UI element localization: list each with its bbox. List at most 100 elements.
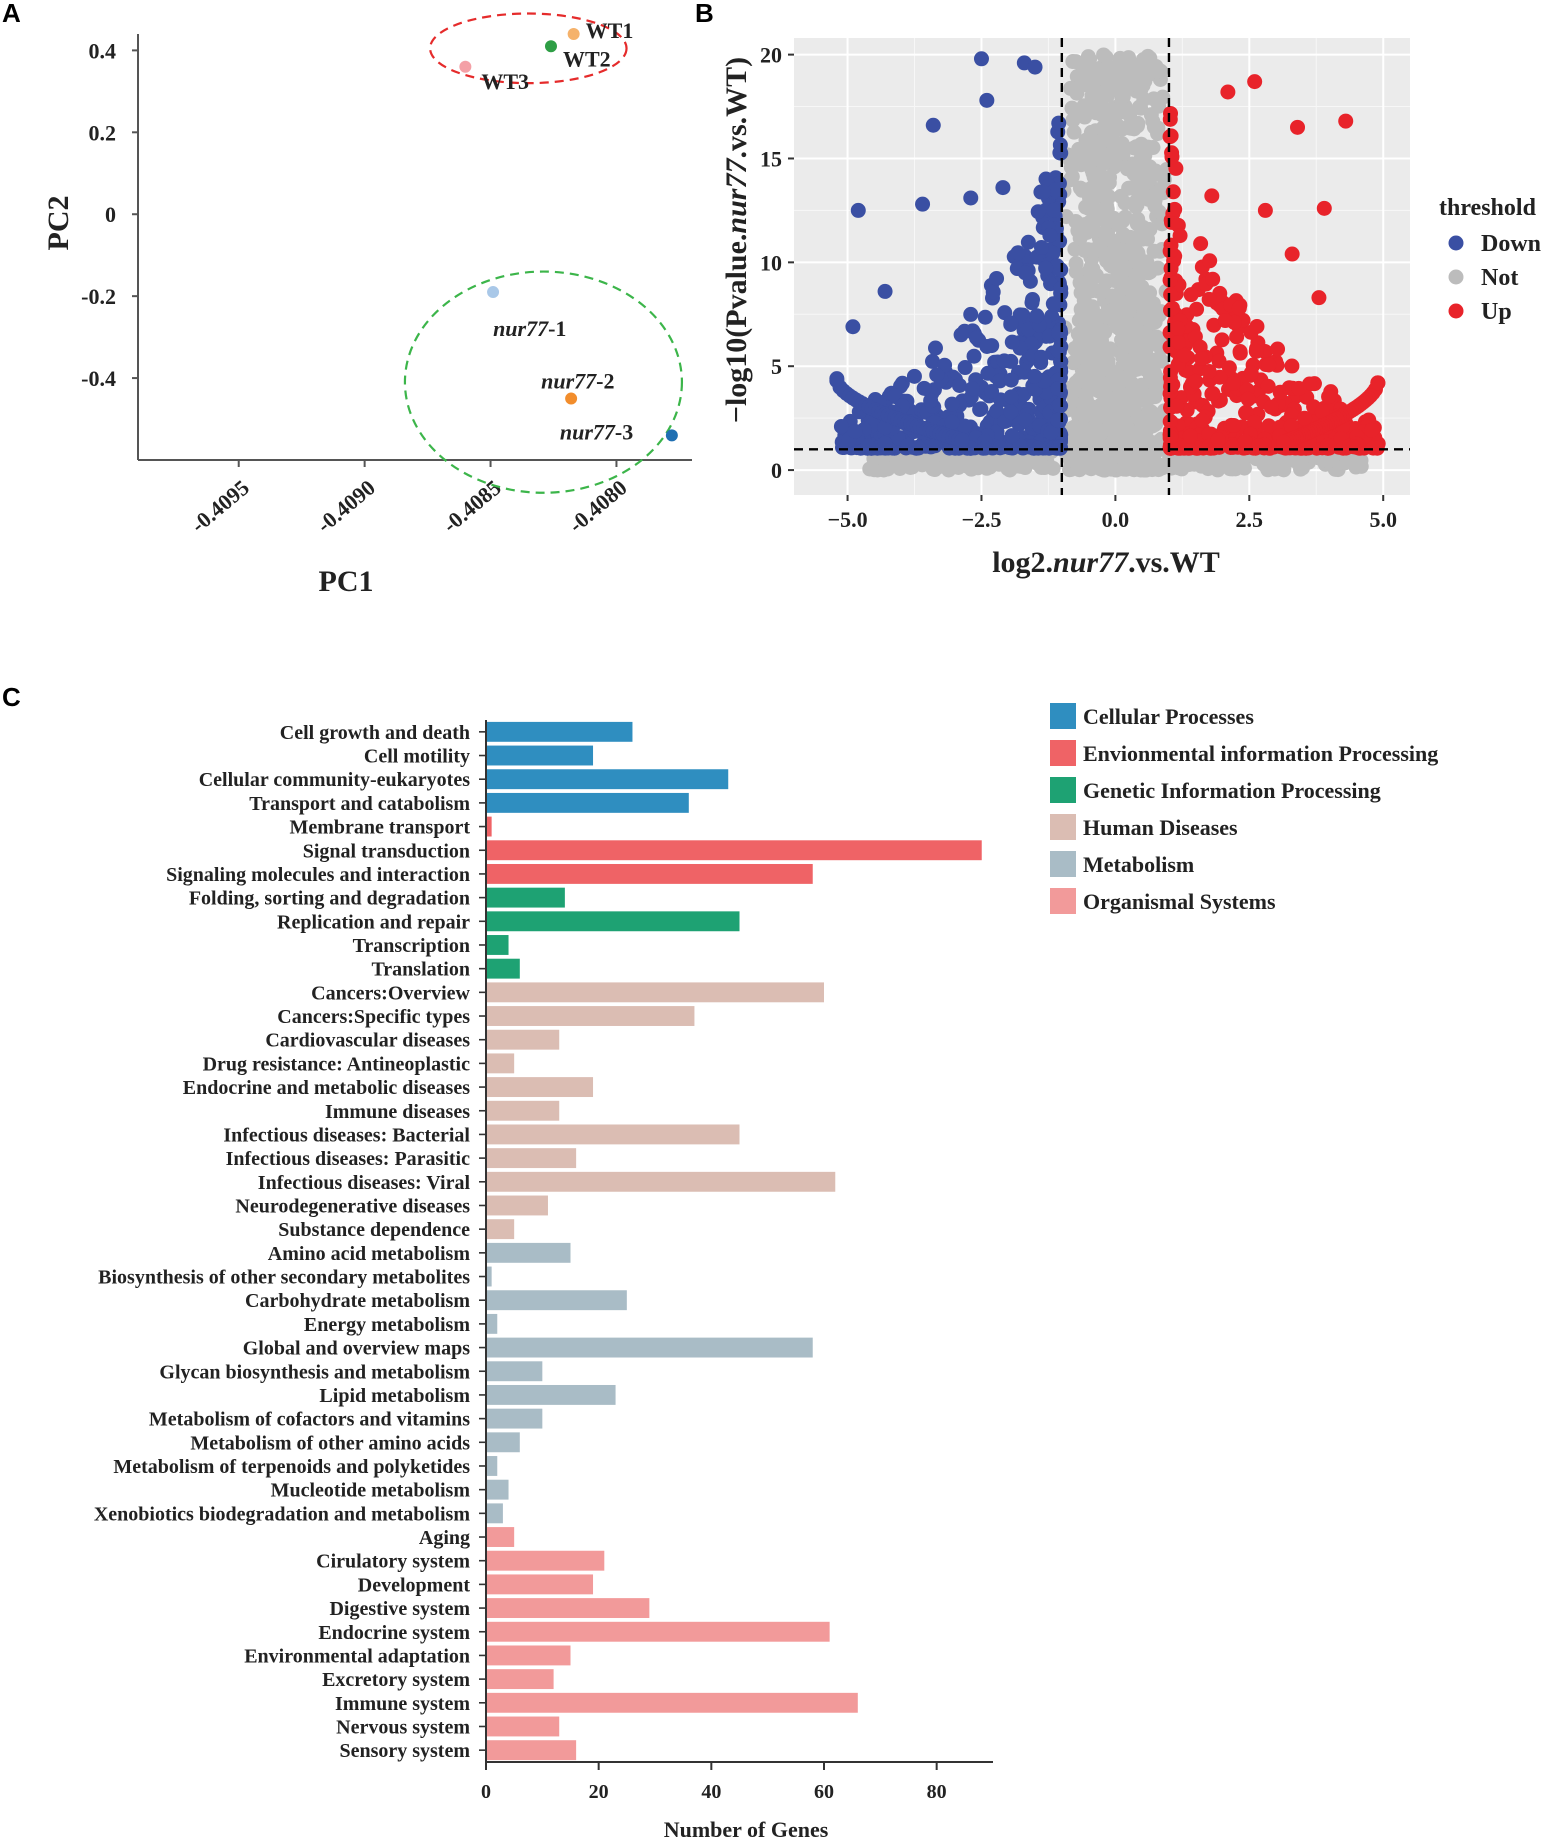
volcano-point-down <box>1003 389 1019 405</box>
kegg-legend-swatch <box>1050 777 1076 803</box>
kegg-legend-label: Organismal Systems <box>1083 889 1276 914</box>
pca-points: WT1 WT2 WT3 nur77-1 nur77-2 nur77-3 <box>459 18 678 444</box>
kegg-bar <box>486 1100 560 1121</box>
volcano-point-down <box>963 306 979 322</box>
kegg-bar <box>486 982 824 1003</box>
volcano-point-down <box>1004 334 1020 350</box>
volcano-point-up <box>1322 439 1338 455</box>
volcano-point-not <box>1122 293 1138 309</box>
volcano-point-not <box>1145 362 1161 378</box>
volcano-y-tick-label: 0 <box>771 458 782 483</box>
kegg-bar <box>486 1219 515 1240</box>
volcano-point-down <box>1042 227 1058 243</box>
volcano-point-up <box>1204 188 1220 204</box>
kegg-category-label: Cancers:Overview <box>311 982 470 1004</box>
volcano-point-up <box>1369 440 1385 456</box>
volcano-point-down <box>929 367 945 383</box>
volcano-point-up <box>1346 439 1362 455</box>
kegg-legend: Cellular Processes Envionmental informati… <box>1050 703 1438 914</box>
kegg-category-label: Cell growth and death <box>280 722 470 744</box>
kegg-bar <box>486 1645 571 1666</box>
kegg-bar <box>486 1740 577 1761</box>
volcano-point-down <box>944 414 960 430</box>
volcano-point-up <box>1194 412 1210 428</box>
kegg-legend-label: Envionmental information Processing <box>1083 741 1438 766</box>
volcano-legend: threshold Down Not Up <box>1439 195 1541 325</box>
volcano-point-not <box>1068 213 1084 229</box>
volcano-point-down <box>1025 292 1041 308</box>
volcano-point-up <box>1232 344 1248 360</box>
volcano-point-not <box>862 461 878 477</box>
kegg-bar <box>486 745 594 766</box>
pca-x-tick-label: -0.4095 <box>186 475 254 538</box>
volcano-point-up <box>1192 339 1208 355</box>
volcano-point-not <box>1353 452 1369 468</box>
volcano-point-up <box>1314 404 1330 420</box>
volcano-point-up <box>1249 318 1265 334</box>
volcano-point-down <box>957 360 973 376</box>
volcano-point-not <box>1108 149 1124 165</box>
pca-group-ellipses <box>403 12 684 494</box>
kegg-bar <box>486 1337 813 1358</box>
kegg-bar <box>486 1029 560 1050</box>
volcano-point-not <box>1129 67 1145 83</box>
volcano-point-up <box>1321 389 1337 405</box>
kegg-bar <box>486 1669 554 1690</box>
pca-point-nur77-1 <box>487 286 500 299</box>
kegg-bar <box>486 1195 548 1216</box>
volcano-point-not <box>1143 107 1159 123</box>
kegg-category-label: Carbohydrate metabolism <box>245 1290 470 1312</box>
volcano-point-down <box>984 383 1000 399</box>
volcano-point-not <box>1133 150 1149 166</box>
volcano-point-down <box>980 365 996 381</box>
volcano-point-not <box>1074 450 1090 466</box>
pca-point-label-nur77-2: nur77-2 <box>541 369 614 394</box>
volcano-point-not <box>1068 256 1084 272</box>
kegg-bar <box>486 1290 627 1311</box>
volcano-point-up <box>1163 379 1179 395</box>
volcano-point-up <box>1210 432 1226 448</box>
volcano-point-down <box>964 381 980 397</box>
volcano-x-tick-label: 2.5 <box>1236 507 1264 532</box>
volcano-point-down <box>1033 240 1049 256</box>
kegg-category-label: Development <box>358 1574 471 1596</box>
volcano-point-up <box>1163 429 1179 445</box>
volcano-point-not <box>1134 346 1150 362</box>
pca-y-tick-label: 0.2 <box>89 120 117 145</box>
volcano-legend-swatch-up <box>1448 303 1464 319</box>
volcano-point-not <box>1072 103 1088 119</box>
kegg-category-label: Sensory system <box>339 1740 470 1762</box>
volcano-legend-title: threshold <box>1439 195 1537 221</box>
volcano-legend-label-not: Not <box>1481 265 1518 291</box>
pca-point-label-wt3: WT3 <box>481 69 529 94</box>
volcano-point-up <box>1231 300 1247 316</box>
volcano-point-not <box>1063 80 1079 96</box>
pca-x-title: PC1 <box>319 565 374 598</box>
volcano-point-down <box>916 380 932 396</box>
volcano-point-up <box>1221 360 1237 376</box>
volcano-point-up <box>1182 428 1198 444</box>
volcano-point-not <box>1150 260 1166 276</box>
volcano-point-not <box>1092 151 1108 167</box>
volcano-x-tick-label: −2.5 <box>961 507 1001 532</box>
volcano-point-down <box>1029 308 1045 324</box>
volcano-point-not <box>1120 327 1136 343</box>
volcano-point-up <box>1229 329 1245 345</box>
volcano-point-not <box>1148 59 1164 75</box>
volcano-point-not <box>1148 329 1164 345</box>
volcano-point-not <box>1130 409 1146 425</box>
volcano-point-up <box>1176 347 1192 363</box>
volcano-y-tick-label: 5 <box>771 354 782 379</box>
kegg-category-label: Translation <box>371 959 470 981</box>
volcano-point-down <box>1017 412 1033 428</box>
volcano-point-down <box>877 283 893 299</box>
kegg-x-tick-label: 80 <box>927 1781 947 1803</box>
volcano-point-not <box>1088 405 1104 421</box>
kegg-bar <box>486 1503 503 1524</box>
volcano-point-down <box>847 423 863 439</box>
kegg-bar <box>486 840 982 861</box>
volcano-point-down <box>969 330 985 346</box>
volcano-point-up <box>1167 201 1183 217</box>
volcano-point-up <box>1370 375 1386 391</box>
kegg-category-label: Membrane transport <box>289 817 470 839</box>
